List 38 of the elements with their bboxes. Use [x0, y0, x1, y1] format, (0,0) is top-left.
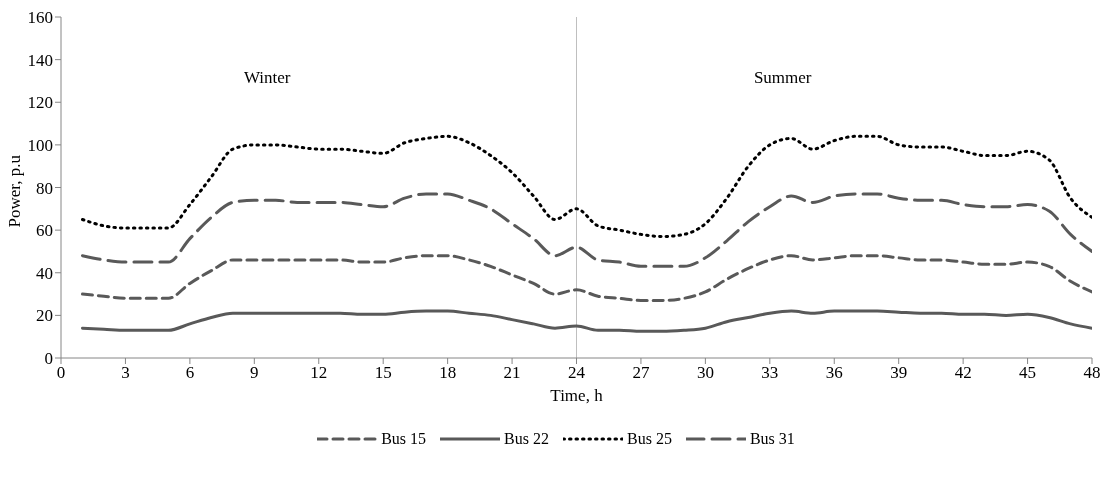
x-tick-label: 3 [121, 363, 130, 383]
legend-label: Bus 15 [381, 430, 427, 448]
x-tick-label: 9 [250, 363, 259, 383]
y-tick-label: 140 [27, 50, 53, 70]
line-series [80, 134, 1092, 239]
x-tick-label: 15 [374, 363, 392, 383]
y-tick-label: 40 [36, 263, 53, 283]
y-tick-label: 120 [27, 93, 53, 113]
y-tick-label: 0 [44, 349, 53, 369]
x-tick-label: 42 [954, 363, 972, 383]
x-tick-label: 18 [439, 363, 457, 383]
x-tick-label: 33 [761, 363, 779, 383]
y-tick-label: 20 [36, 306, 53, 326]
x-tick-label: 12 [310, 363, 328, 383]
annotation: Winter [243, 68, 291, 88]
x-tick-label: 48 [1083, 363, 1101, 383]
line-series [80, 192, 1092, 268]
x-tick-label: 21 [503, 363, 521, 383]
x-tick-label: 39 [890, 363, 908, 383]
y-axis-title: Power, p.u [5, 154, 25, 228]
y-tick-label: 80 [36, 178, 53, 198]
x-tick-label: 0 [56, 363, 66, 383]
line-series [80, 309, 1092, 333]
y-tick-label: 100 [27, 135, 53, 155]
y-tick-label: 160 [27, 8, 53, 28]
legend-label: Bus 22 [504, 430, 549, 448]
legend-label: Bus 31 [749, 430, 795, 448]
x-tick-label: 27 [632, 363, 650, 383]
annotation: Summer [753, 68, 812, 88]
x-tick-label: 6 [185, 363, 195, 383]
x-tick-label: 24 [568, 363, 586, 383]
y-tick-label: 60 [36, 221, 53, 241]
line-series [80, 254, 1092, 302]
x-tick-label: 45 [1019, 363, 1037, 383]
x-axis-title: Time, h [550, 386, 603, 406]
x-tick-label: 30 [696, 363, 714, 383]
legend-label: Bus 25 [627, 430, 672, 448]
x-tick-label: 36 [825, 363, 843, 383]
